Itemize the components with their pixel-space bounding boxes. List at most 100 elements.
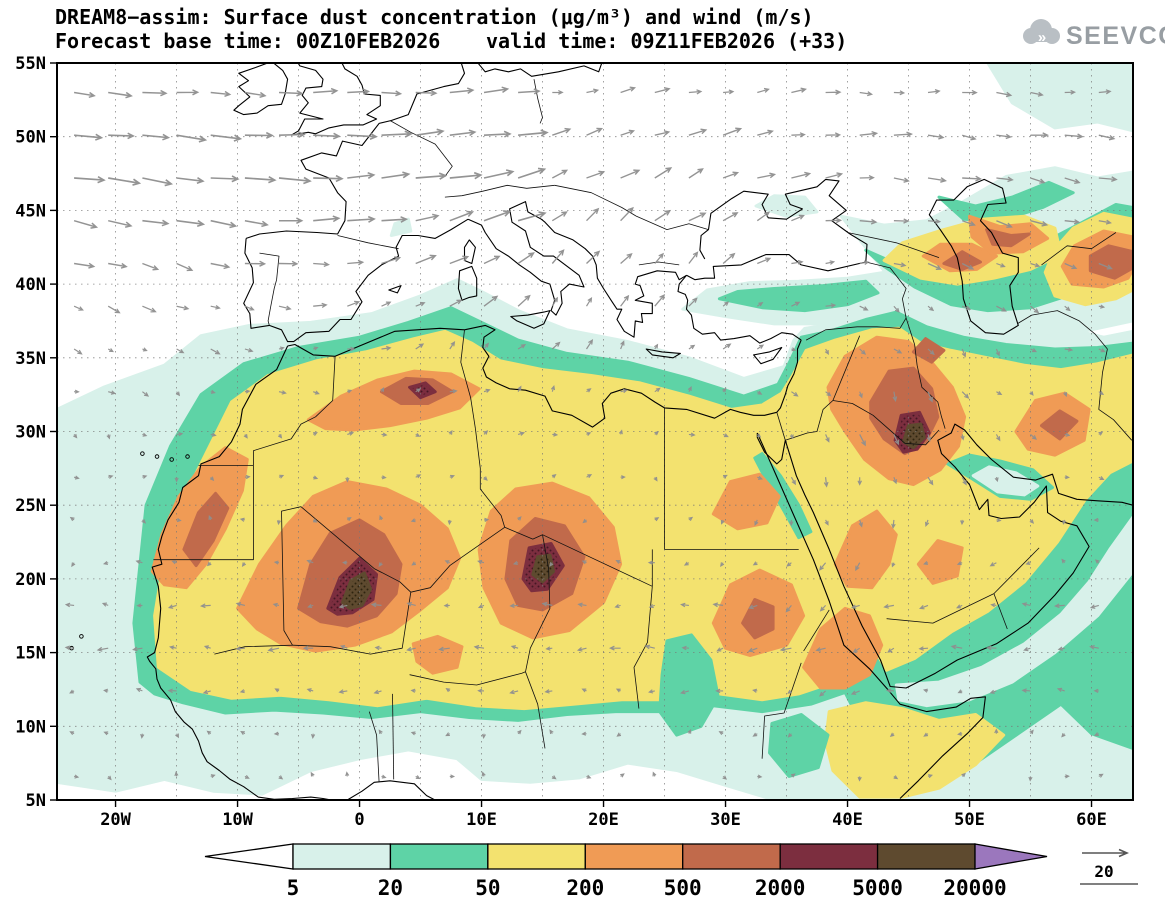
wind-arrow [345,477,350,483]
lon-tick-label: 40E [832,810,863,830]
wind-arrow [312,518,318,523]
country-border [259,252,280,326]
dust-region-5 [986,63,1133,133]
wind-arrow [142,391,150,397]
wind-arrow [620,773,625,778]
wind-arrow [1098,390,1105,395]
wind-arrow [962,175,982,182]
wind-arrow [850,604,860,609]
wind-arrow [209,476,215,482]
wind-arrow [1094,559,1100,564]
wind-arrow [346,517,352,522]
wind-arrow [1098,348,1106,353]
wind-arrow [302,645,314,651]
wind-arrow [722,252,736,265]
country-border [832,400,940,446]
wind-arrow [893,305,900,313]
wind-arrow [996,176,1014,183]
wind-arrow [411,561,416,566]
wind-arrow [239,517,246,522]
wind-arrow [616,732,622,737]
wind-arrow [176,219,206,227]
legend-swatch [487,843,586,870]
wind-arrow [347,300,361,307]
wind-arrow [926,434,932,442]
wind-arrow [620,169,641,179]
wind-arrow [240,730,246,736]
wind-arrow [244,305,255,311]
wind-arrow [210,432,217,437]
wind-arrow [688,344,696,350]
wind-arrow [347,215,376,223]
wind-arrow [757,172,777,179]
country-border [905,317,946,429]
lon-tick-label: 20W [100,810,131,830]
wind-arrow [103,731,109,736]
wind-arrow [312,432,318,436]
dust-region-20 [753,452,813,540]
wind-arrow [995,434,1001,442]
wind-arrow [347,389,353,394]
wind-arrow [747,647,758,653]
wind-arrow [483,517,490,522]
wind-arrow [1030,220,1049,227]
wind-arrow [722,343,732,350]
wind-arrow [1098,134,1116,141]
wind-arrow [176,134,208,143]
wind-arrow [278,131,306,138]
wind-arrow [855,562,861,572]
wind-arrow [381,475,387,480]
country-border [292,592,412,655]
wind-arrow [654,167,673,179]
wind-arrow [756,301,764,307]
wind-arrow [210,219,238,229]
wind-arrow [176,177,205,184]
country-border [776,412,786,441]
wind-arrow [347,431,355,436]
wind-arrow [108,91,133,99]
dust-region-500 [741,598,775,640]
dust-region-20 [768,713,830,778]
wind-arrow [483,476,488,481]
wind-arrow [307,604,314,609]
wind-arrow [927,391,933,403]
wind-arrow [927,305,935,312]
wind-arrow [210,262,231,270]
wind-arrow [342,560,348,565]
legend-label: 2000 [755,876,806,900]
wind-arrow [176,348,185,354]
wind-arrow [1030,262,1041,268]
wind-arrow [990,603,997,608]
wind-arrow [715,688,724,694]
wind-arrow [654,209,672,222]
wind-arrow [279,217,304,224]
wind-arrow [791,132,806,138]
wind-arrow [790,476,796,486]
wind-arrow [722,301,730,307]
wind-arrow [374,645,382,651]
legend-label: 200 [566,876,604,900]
wind-arrow [956,604,963,609]
wind-arrow [107,348,115,353]
plot-title: DREAM8−assim: Surface dust concentration… [55,5,814,29]
country-border [1098,348,1133,441]
wind-arrow [996,91,1013,98]
lat-tick-label: 35N [15,349,46,369]
wind-arrow [239,689,246,694]
lon-tick-label: 50E [954,810,985,830]
wind-arrow [550,385,556,392]
wind-arrow [107,775,112,781]
coastline [146,345,437,800]
wind-arrow [517,294,531,307]
wind-arrow [654,343,659,350]
wind-arrow [244,774,250,779]
wind-arrow [176,262,194,272]
wind-arrow [273,560,280,565]
map-decorations: 55N 50N 45N 40N 35N 30N 25N 20N 15N 10N 5N 20W 10W 0 1… [15,54,1107,900]
wind-arrow [273,731,280,736]
wind-arrow [815,647,826,652]
wind-arrow [722,127,743,136]
wind-arrow [306,688,314,693]
wind-arrow [477,604,485,609]
